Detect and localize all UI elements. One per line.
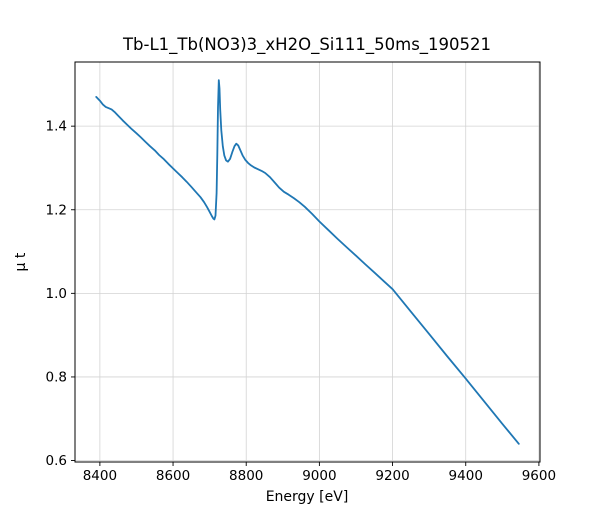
x-tick-label: 8600 xyxy=(156,468,190,484)
chart-title: Tb-L1_Tb(NO3)3_xH2O_Si111_50ms_190521 xyxy=(122,35,491,55)
y-axis-label: μ t xyxy=(13,252,29,271)
x-axis-label: Energy [eV] xyxy=(266,489,349,505)
x-tick-label: 8800 xyxy=(229,468,263,484)
axes-spines xyxy=(74,61,541,463)
tick-marks xyxy=(71,125,540,466)
y-tick-label: 0.6 xyxy=(46,453,67,469)
y-tick-label: 1.4 xyxy=(46,119,67,135)
x-tick-label: 9600 xyxy=(522,468,556,484)
x-tick-label: 9200 xyxy=(375,468,409,484)
y-tick-label: 0.8 xyxy=(46,369,67,385)
y-tick-label: 1.2 xyxy=(46,202,67,218)
x-tick-label: 9400 xyxy=(449,468,483,484)
tick-labels: 8400 8600 8800 9000 9200 9400 9600 0.6 0.8 1.0 1.2… xyxy=(46,119,557,484)
gridlines xyxy=(75,62,540,462)
y-tick-label: 1.0 xyxy=(46,286,67,302)
x-tick-label: 9000 xyxy=(302,468,336,484)
spectrum-line xyxy=(95,79,520,445)
x-tick-label: 8400 xyxy=(83,468,117,484)
